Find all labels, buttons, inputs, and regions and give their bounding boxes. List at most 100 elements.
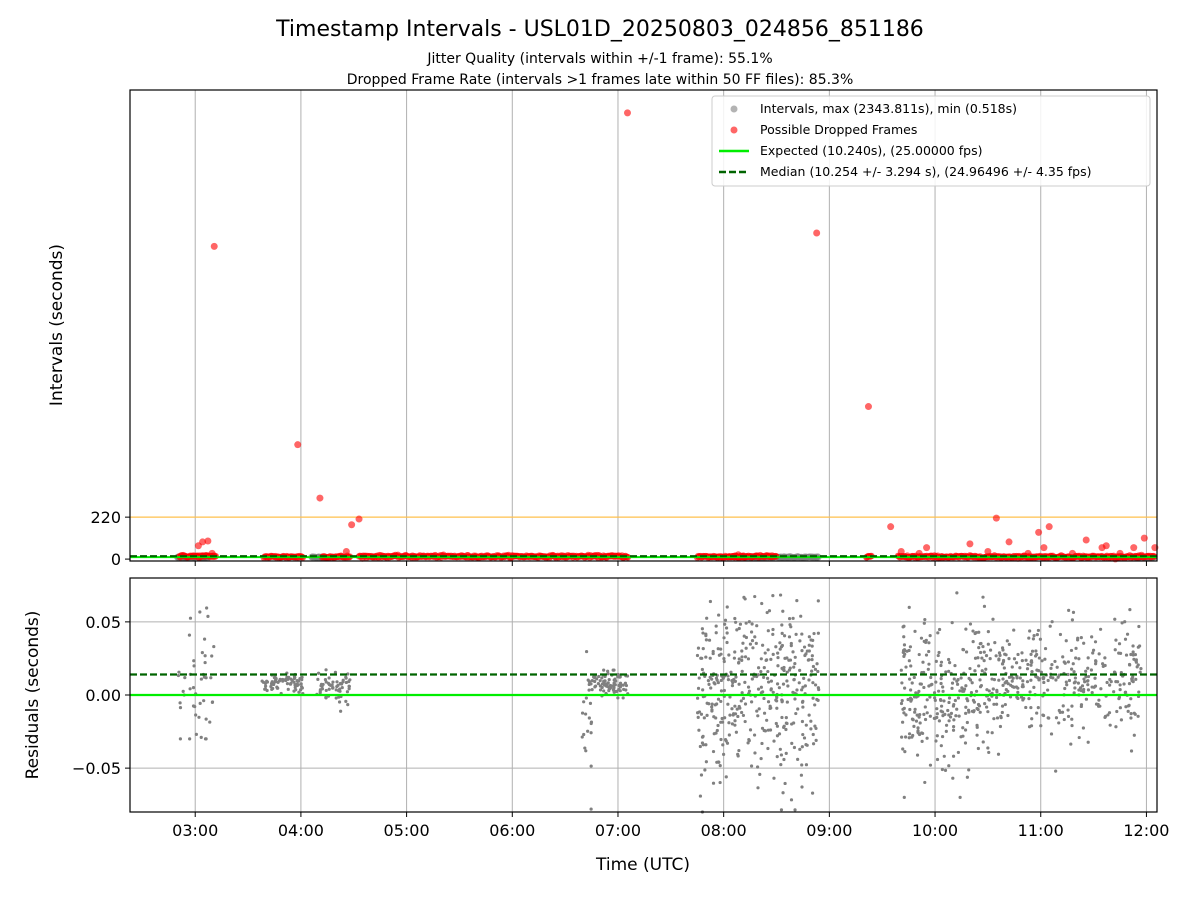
- residual-point: [936, 653, 940, 658]
- residual-point: [276, 680, 280, 684]
- residual-point: [902, 643, 907, 647]
- residual-point: [919, 682, 923, 686]
- residual-point: [1070, 618, 1075, 622]
- residual-point: [703, 768, 707, 772]
- residual-point: [769, 688, 773, 692]
- residual-point: [766, 669, 770, 674]
- residual-point: [899, 668, 903, 672]
- residual-point: [188, 687, 192, 691]
- residual-point: [707, 682, 711, 686]
- residual-point: [740, 649, 744, 653]
- residual-point: [725, 640, 729, 645]
- residual-point: [746, 685, 751, 689]
- residual-point: [716, 647, 720, 651]
- residual-point: [1135, 665, 1139, 669]
- residual-point: [766, 680, 771, 684]
- residual-point: [737, 657, 741, 661]
- residual-point: [762, 696, 766, 701]
- residual-point: [701, 688, 705, 692]
- residual-point: [954, 714, 958, 718]
- residual-point: [923, 617, 927, 622]
- residual-point: [765, 658, 769, 662]
- residual-point: [998, 653, 1002, 657]
- residuals-axes: 03:00 04:00 05:00 06:00 07:00 08:00 09:00 10:00…: [72, 613, 1170, 840]
- residual-point: [1004, 653, 1008, 657]
- residual-point: [982, 650, 986, 654]
- dropped-frame-outlier: [1082, 536, 1090, 544]
- residual-point: [728, 695, 732, 699]
- residual-point: [1035, 668, 1039, 672]
- residual-point: [702, 716, 706, 720]
- residual-point: [737, 682, 741, 686]
- residual-point: [1036, 706, 1040, 710]
- residual-point: [746, 741, 750, 745]
- residual-point: [1133, 652, 1138, 657]
- residual-point: [1127, 682, 1132, 686]
- residual-point: [774, 698, 778, 702]
- residual-point: [727, 721, 731, 725]
- residual-point: [697, 676, 701, 680]
- residual-point: [344, 680, 348, 685]
- residual-point: [963, 741, 968, 745]
- residual-point: [970, 681, 974, 685]
- residual-point: [980, 669, 984, 673]
- residual-point: [774, 645, 778, 649]
- residual-point: [744, 621, 748, 625]
- residual-point: [1118, 706, 1122, 710]
- residual-point: [913, 707, 917, 711]
- residual-point: [939, 660, 944, 664]
- residual-point: [942, 754, 946, 758]
- residual-point: [776, 655, 780, 660]
- residual-point: [811, 664, 816, 669]
- residual-point: [775, 754, 779, 759]
- residuals-xtick-label: 12:00: [1123, 821, 1169, 840]
- residuals-xtick-label: 10:00: [912, 821, 958, 840]
- residual-point: [813, 683, 818, 687]
- residual-point: [346, 703, 350, 707]
- residual-point: [957, 714, 961, 718]
- residual-point: [956, 696, 961, 700]
- residual-point: [998, 724, 1003, 729]
- residual-point: [977, 664, 981, 668]
- residual-point: [952, 724, 956, 729]
- residual-point: [792, 721, 796, 725]
- residual-point: [589, 807, 593, 811]
- residual-point: [178, 701, 182, 705]
- residual-point: [589, 682, 593, 686]
- residual-point: [593, 679, 597, 684]
- residual-point: [961, 647, 965, 652]
- residual-point: [712, 681, 716, 685]
- residual-point: [290, 678, 294, 683]
- residual-point: [933, 716, 937, 720]
- residual-point: [947, 669, 951, 673]
- dropped-frame-outlier: [204, 537, 212, 545]
- residual-point: [698, 744, 702, 749]
- residual-point: [928, 634, 932, 638]
- residual-point: [1000, 704, 1005, 708]
- residual-point: [1137, 624, 1141, 629]
- residual-point: [1021, 679, 1025, 683]
- residual-point: [985, 688, 989, 692]
- residual-point: [726, 702, 730, 706]
- residual-point: [941, 685, 945, 689]
- residual-point: [716, 697, 721, 701]
- residual-point: [743, 680, 747, 684]
- residual-point: [1097, 652, 1101, 656]
- residual-point: [792, 677, 796, 682]
- residual-point: [285, 682, 290, 686]
- residual-point: [997, 651, 1002, 655]
- residual-point: [793, 697, 797, 701]
- residual-point: [1051, 676, 1055, 680]
- residual-point: [1054, 769, 1058, 773]
- dropped-frame-outlier: [887, 523, 895, 531]
- residual-point: [801, 732, 805, 737]
- residual-point: [950, 621, 954, 625]
- residual-point: [1000, 710, 1004, 715]
- residual-point: [779, 808, 784, 812]
- residual-point: [939, 744, 943, 748]
- residual-point: [965, 720, 969, 725]
- residual-point: [905, 649, 909, 653]
- residual-point: [297, 690, 301, 694]
- residuals-xtick-label: 05:00: [384, 821, 430, 840]
- residual-point: [944, 729, 948, 733]
